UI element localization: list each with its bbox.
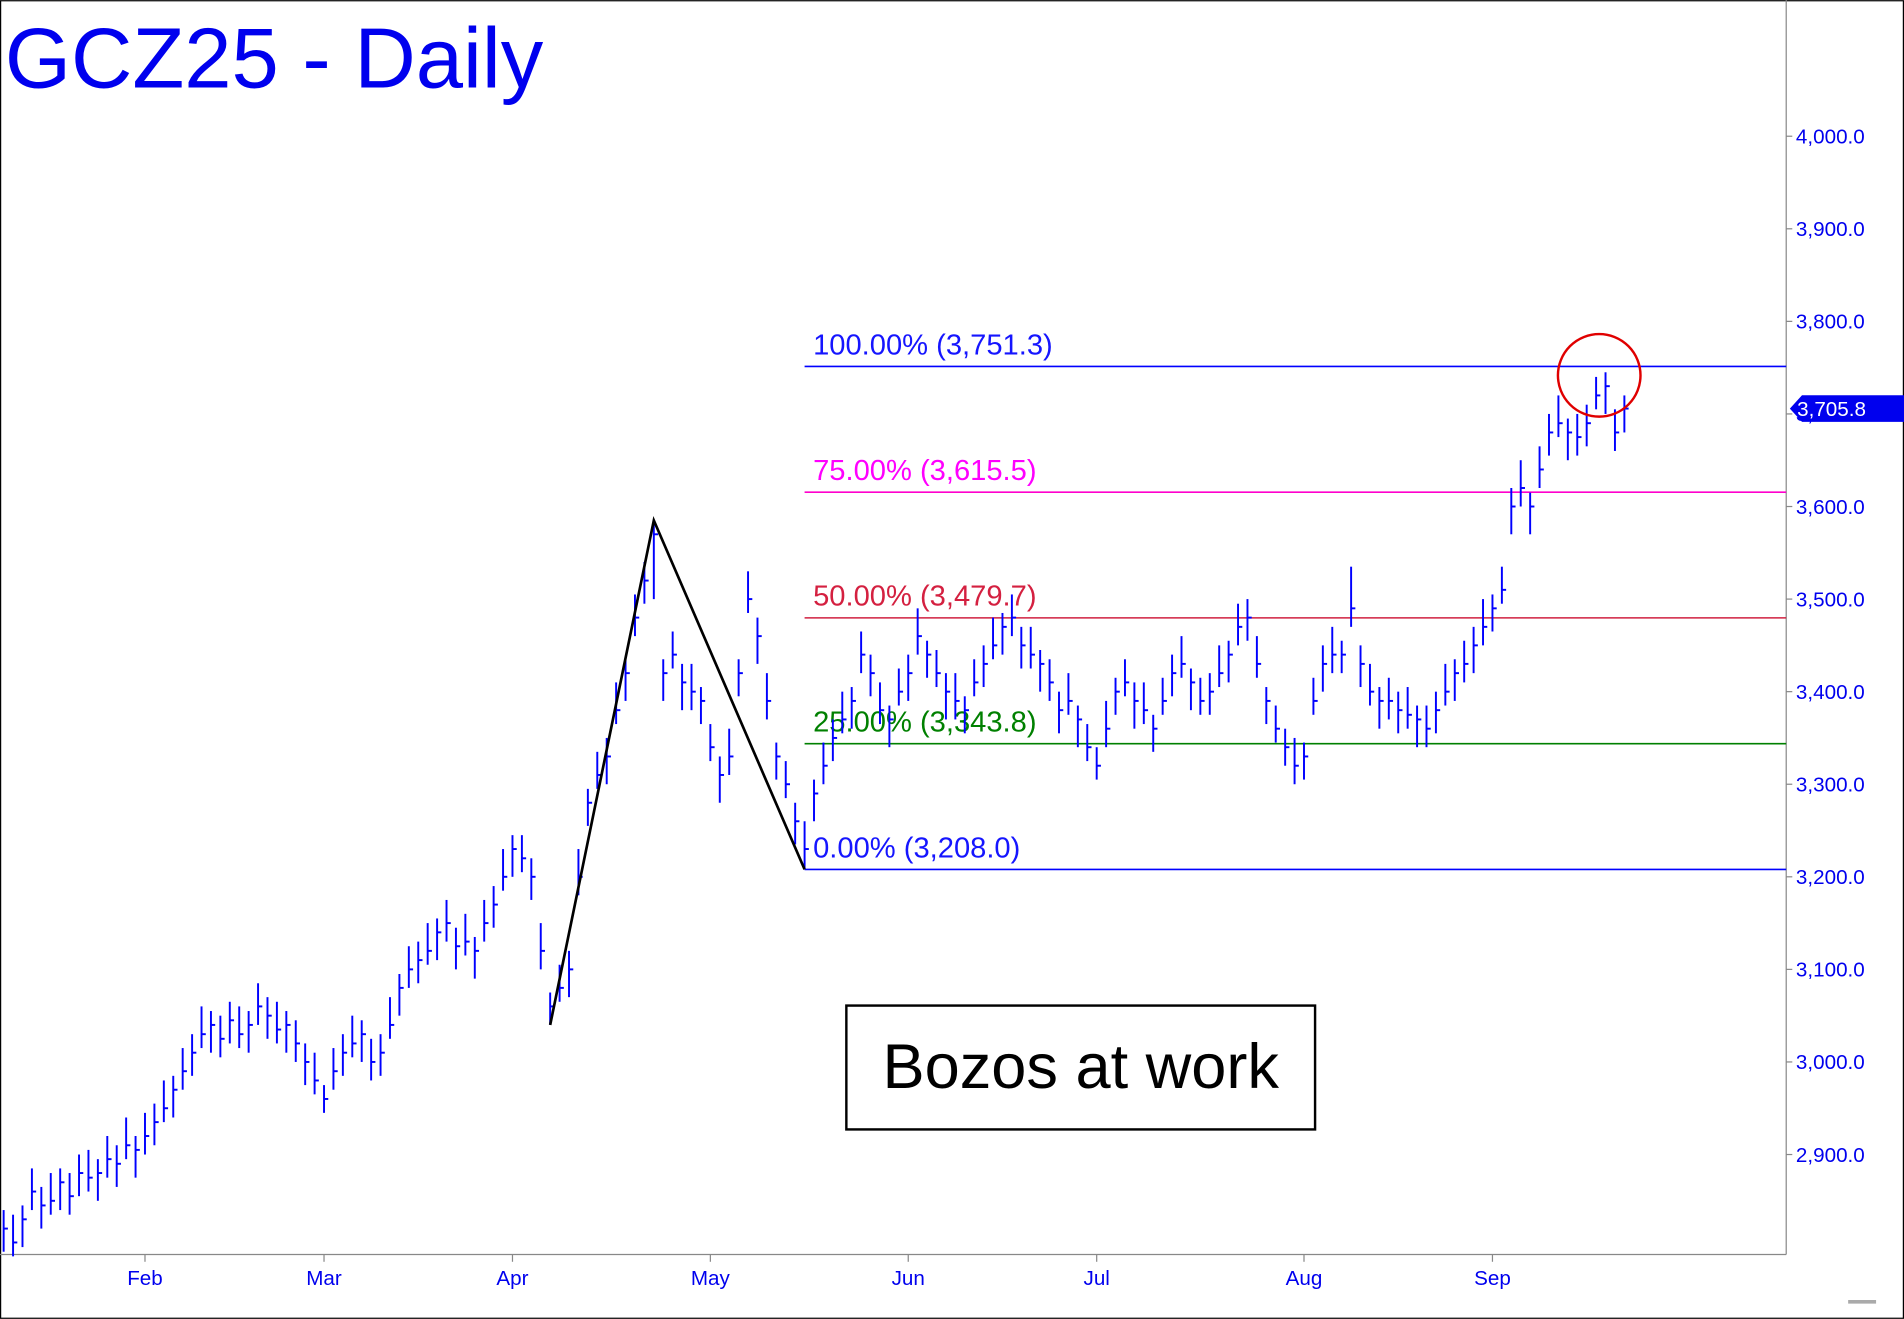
x-tick-label: Mar [306,1267,342,1290]
zigzag-line [548,515,806,1026]
plot: 2,900.0 3,000.0 3,100.0 3,200.0 3,300.0 3,400… [2,126,1865,1290]
x-tick-label: Feb [127,1267,163,1290]
last-price-label: 3,705.8 [1797,398,1866,421]
last-price-badge [1789,395,1904,422]
y-tick-label: 3,600.0 [1796,496,1865,519]
x-tick-label: Aug [1286,1267,1323,1290]
y-tick-label: 3,900.0 [1796,218,1865,241]
y-tick-label: 3,400.0 [1796,681,1865,704]
y-tick-label: 3,500.0 [1796,588,1865,611]
x-tick-label: May [691,1267,731,1290]
x-tick-label: Jun [892,1267,925,1290]
x-tick-label: Jul [1084,1267,1110,1290]
annotation-text: Bozos at work [882,1032,1279,1102]
fib-label: 0.00% (3,208.0) [813,832,1020,864]
y-tick-label: 2,900.0 [1796,1144,1865,1167]
fib-label: 25.00% (3,343.8) [813,707,1036,739]
highlight-circle [1556,332,1642,418]
y-tick-label: 3,000.0 [1796,1051,1865,1074]
y-tick-label: 3,300.0 [1796,774,1865,797]
x-tick-label: Sep [1474,1267,1511,1290]
y-tick-label: 3,800.0 [1796,311,1865,334]
fib-label: 75.00% (3,615.5) [813,455,1036,487]
y-tick-label: 4,000.0 [1796,126,1865,149]
y-tick-label: 3,200.0 [1796,866,1865,889]
annotation-box [845,1004,1317,1131]
fib-label: 50.00% (3,479.7) [813,581,1036,613]
chart-title: GCZ25 - Daily [5,12,544,107]
x-tick-label: Apr [496,1267,528,1290]
y-tick-label: 3,100.0 [1796,959,1865,982]
fib-label: 100.00% (3,751.3) [813,329,1053,361]
